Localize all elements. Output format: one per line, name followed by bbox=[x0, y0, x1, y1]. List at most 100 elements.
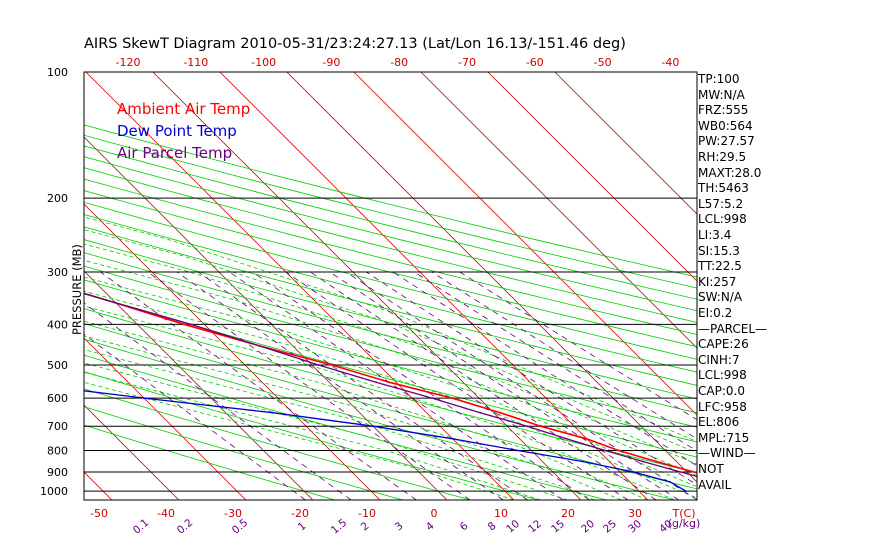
profile-point bbox=[679, 471, 682, 473]
profile-point bbox=[372, 425, 374, 428]
stat-line: LFC:958 bbox=[698, 399, 747, 414]
moist-adiabat-line bbox=[84, 349, 595, 500]
stat-line: KI:257 bbox=[698, 274, 737, 289]
mixing-ratio-tick-label: 4 bbox=[424, 520, 437, 534]
dry-adiabat-line bbox=[84, 156, 697, 312]
dry-adiabat-line bbox=[84, 190, 697, 348]
profile-point bbox=[759, 490, 761, 492]
legend-entry: Ambient Air Temp bbox=[117, 100, 251, 118]
stat-line: CAPE:26 bbox=[698, 337, 749, 352]
pressure-tick-label: 600 bbox=[47, 392, 68, 405]
profile-point bbox=[388, 381, 391, 384]
profile-point bbox=[499, 411, 502, 414]
bottom-temp-tick-label: -40 bbox=[157, 507, 175, 520]
mixing-ratio-tick-label: 15 bbox=[549, 518, 567, 536]
legend-entry: Air Parcel Temp bbox=[117, 144, 233, 162]
profile-point bbox=[479, 411, 482, 414]
dry-adiabat-line bbox=[84, 252, 697, 414]
stat-line: AVAIL bbox=[698, 477, 732, 492]
dry-adiabat-line bbox=[84, 226, 697, 386]
dry-adiabat-line bbox=[84, 178, 697, 335]
profile-point bbox=[431, 397, 434, 400]
top-temp-tick-label: -80 bbox=[390, 56, 408, 69]
moist-adiabat-line bbox=[84, 362, 568, 500]
pressure-tick-label: 1000 bbox=[40, 485, 68, 498]
stat-line: PW:27.57 bbox=[698, 134, 755, 149]
pressure-tick-label: 400 bbox=[47, 318, 68, 331]
bottom-temp-tick-label: 30 bbox=[628, 507, 642, 520]
profile-point bbox=[143, 397, 145, 400]
isotherm-line bbox=[84, 337, 247, 500]
top-temp-tick-label: -40 bbox=[661, 56, 679, 69]
mixing-ratio-tick-label: 12 bbox=[526, 518, 544, 536]
mixing-ratio-tick-label: 0.2 bbox=[175, 517, 196, 537]
stat-line: TT:22.5 bbox=[698, 259, 742, 274]
profile-point bbox=[375, 381, 377, 384]
isotherm-line bbox=[219, 72, 649, 500]
pressure-tick-label: 500 bbox=[47, 359, 68, 372]
stat-line: NOT bbox=[698, 462, 724, 476]
profile-point bbox=[331, 364, 333, 366]
isotherm-line bbox=[554, 72, 697, 215]
stat-line: CAP:0.0 bbox=[698, 384, 745, 398]
profile-point bbox=[183, 323, 186, 326]
profile-point bbox=[258, 344, 261, 347]
stat-line: LCL:998 bbox=[698, 368, 747, 383]
isotherm-line bbox=[84, 270, 314, 500]
profile-point bbox=[745, 490, 747, 492]
mixing-ratio-line bbox=[229, 271, 564, 500]
profile-point bbox=[642, 460, 644, 463]
moist-adiabat-line bbox=[84, 320, 649, 500]
stat-line: —PARCEL— bbox=[698, 321, 768, 336]
mixing-ratio-line bbox=[84, 302, 352, 500]
isotherm-line bbox=[84, 471, 113, 500]
parcel-profile-line bbox=[84, 292, 697, 478]
mixing-ratio-tick-label: 1.5 bbox=[329, 517, 350, 537]
mixing-ratio-line bbox=[459, 271, 697, 421]
stat-line: EL:806 bbox=[698, 415, 740, 430]
profile-point bbox=[655, 460, 658, 463]
mixing-ratio-tick-label: 20 bbox=[579, 518, 597, 536]
profile-point bbox=[517, 449, 519, 452]
top-temp-tick-label: -90 bbox=[322, 56, 340, 69]
mixing-ratio-line bbox=[84, 333, 306, 500]
profile-point bbox=[317, 364, 320, 366]
bottom-temp-tick-label: 20 bbox=[561, 507, 575, 520]
isotherm-line bbox=[286, 72, 697, 483]
pressure-tick-label: 200 bbox=[47, 192, 68, 205]
mixing-ratio-tick-label: 1 bbox=[296, 520, 309, 533]
bottom-temp-tick-label: -10 bbox=[358, 507, 376, 520]
dry-adiabat-line bbox=[84, 371, 539, 500]
mixing-ratio-line bbox=[329, 271, 679, 500]
dry-adiabat-line bbox=[84, 124, 697, 278]
temperature-profile-line bbox=[84, 292, 697, 474]
profile-point bbox=[692, 471, 695, 473]
isotherm-line bbox=[487, 72, 697, 282]
mixing-ratio-line bbox=[252, 271, 590, 500]
dry-adiabat-line bbox=[84, 265, 697, 428]
pressure-tick-label: 300 bbox=[47, 266, 68, 279]
dry-adiabat-line bbox=[84, 279, 697, 443]
dry-adiabat-line bbox=[84, 354, 607, 500]
mixing-ratio-line bbox=[147, 271, 471, 500]
dry-adiabat-line bbox=[84, 338, 675, 500]
stat-line: L57:5.2 bbox=[698, 196, 744, 211]
isotherm-line bbox=[420, 72, 697, 349]
profile-point bbox=[585, 437, 588, 440]
profile-point bbox=[617, 449, 620, 452]
moist-adiabat-line bbox=[84, 259, 697, 476]
isotherm-line bbox=[353, 72, 697, 416]
top-temp-tick-label: -50 bbox=[594, 56, 612, 69]
pressure-tick-label: 100 bbox=[47, 66, 68, 79]
pressure-tick-label: 900 bbox=[47, 466, 68, 479]
stat-line: SW:N/A bbox=[698, 290, 743, 305]
dewpoint-profile-line bbox=[84, 390, 687, 492]
mixing-ratio-tick-label: 10 bbox=[504, 518, 522, 536]
mixing-ratio-line bbox=[176, 271, 504, 500]
top-temp-tick-label: -120 bbox=[116, 56, 141, 69]
top-temp-tick-label: -110 bbox=[183, 56, 208, 69]
stat-line: WB0:564 bbox=[698, 118, 753, 133]
dry-adiabat-line bbox=[84, 388, 471, 500]
isotherm-line bbox=[152, 72, 582, 500]
stat-line: EI:0.2 bbox=[698, 306, 733, 320]
